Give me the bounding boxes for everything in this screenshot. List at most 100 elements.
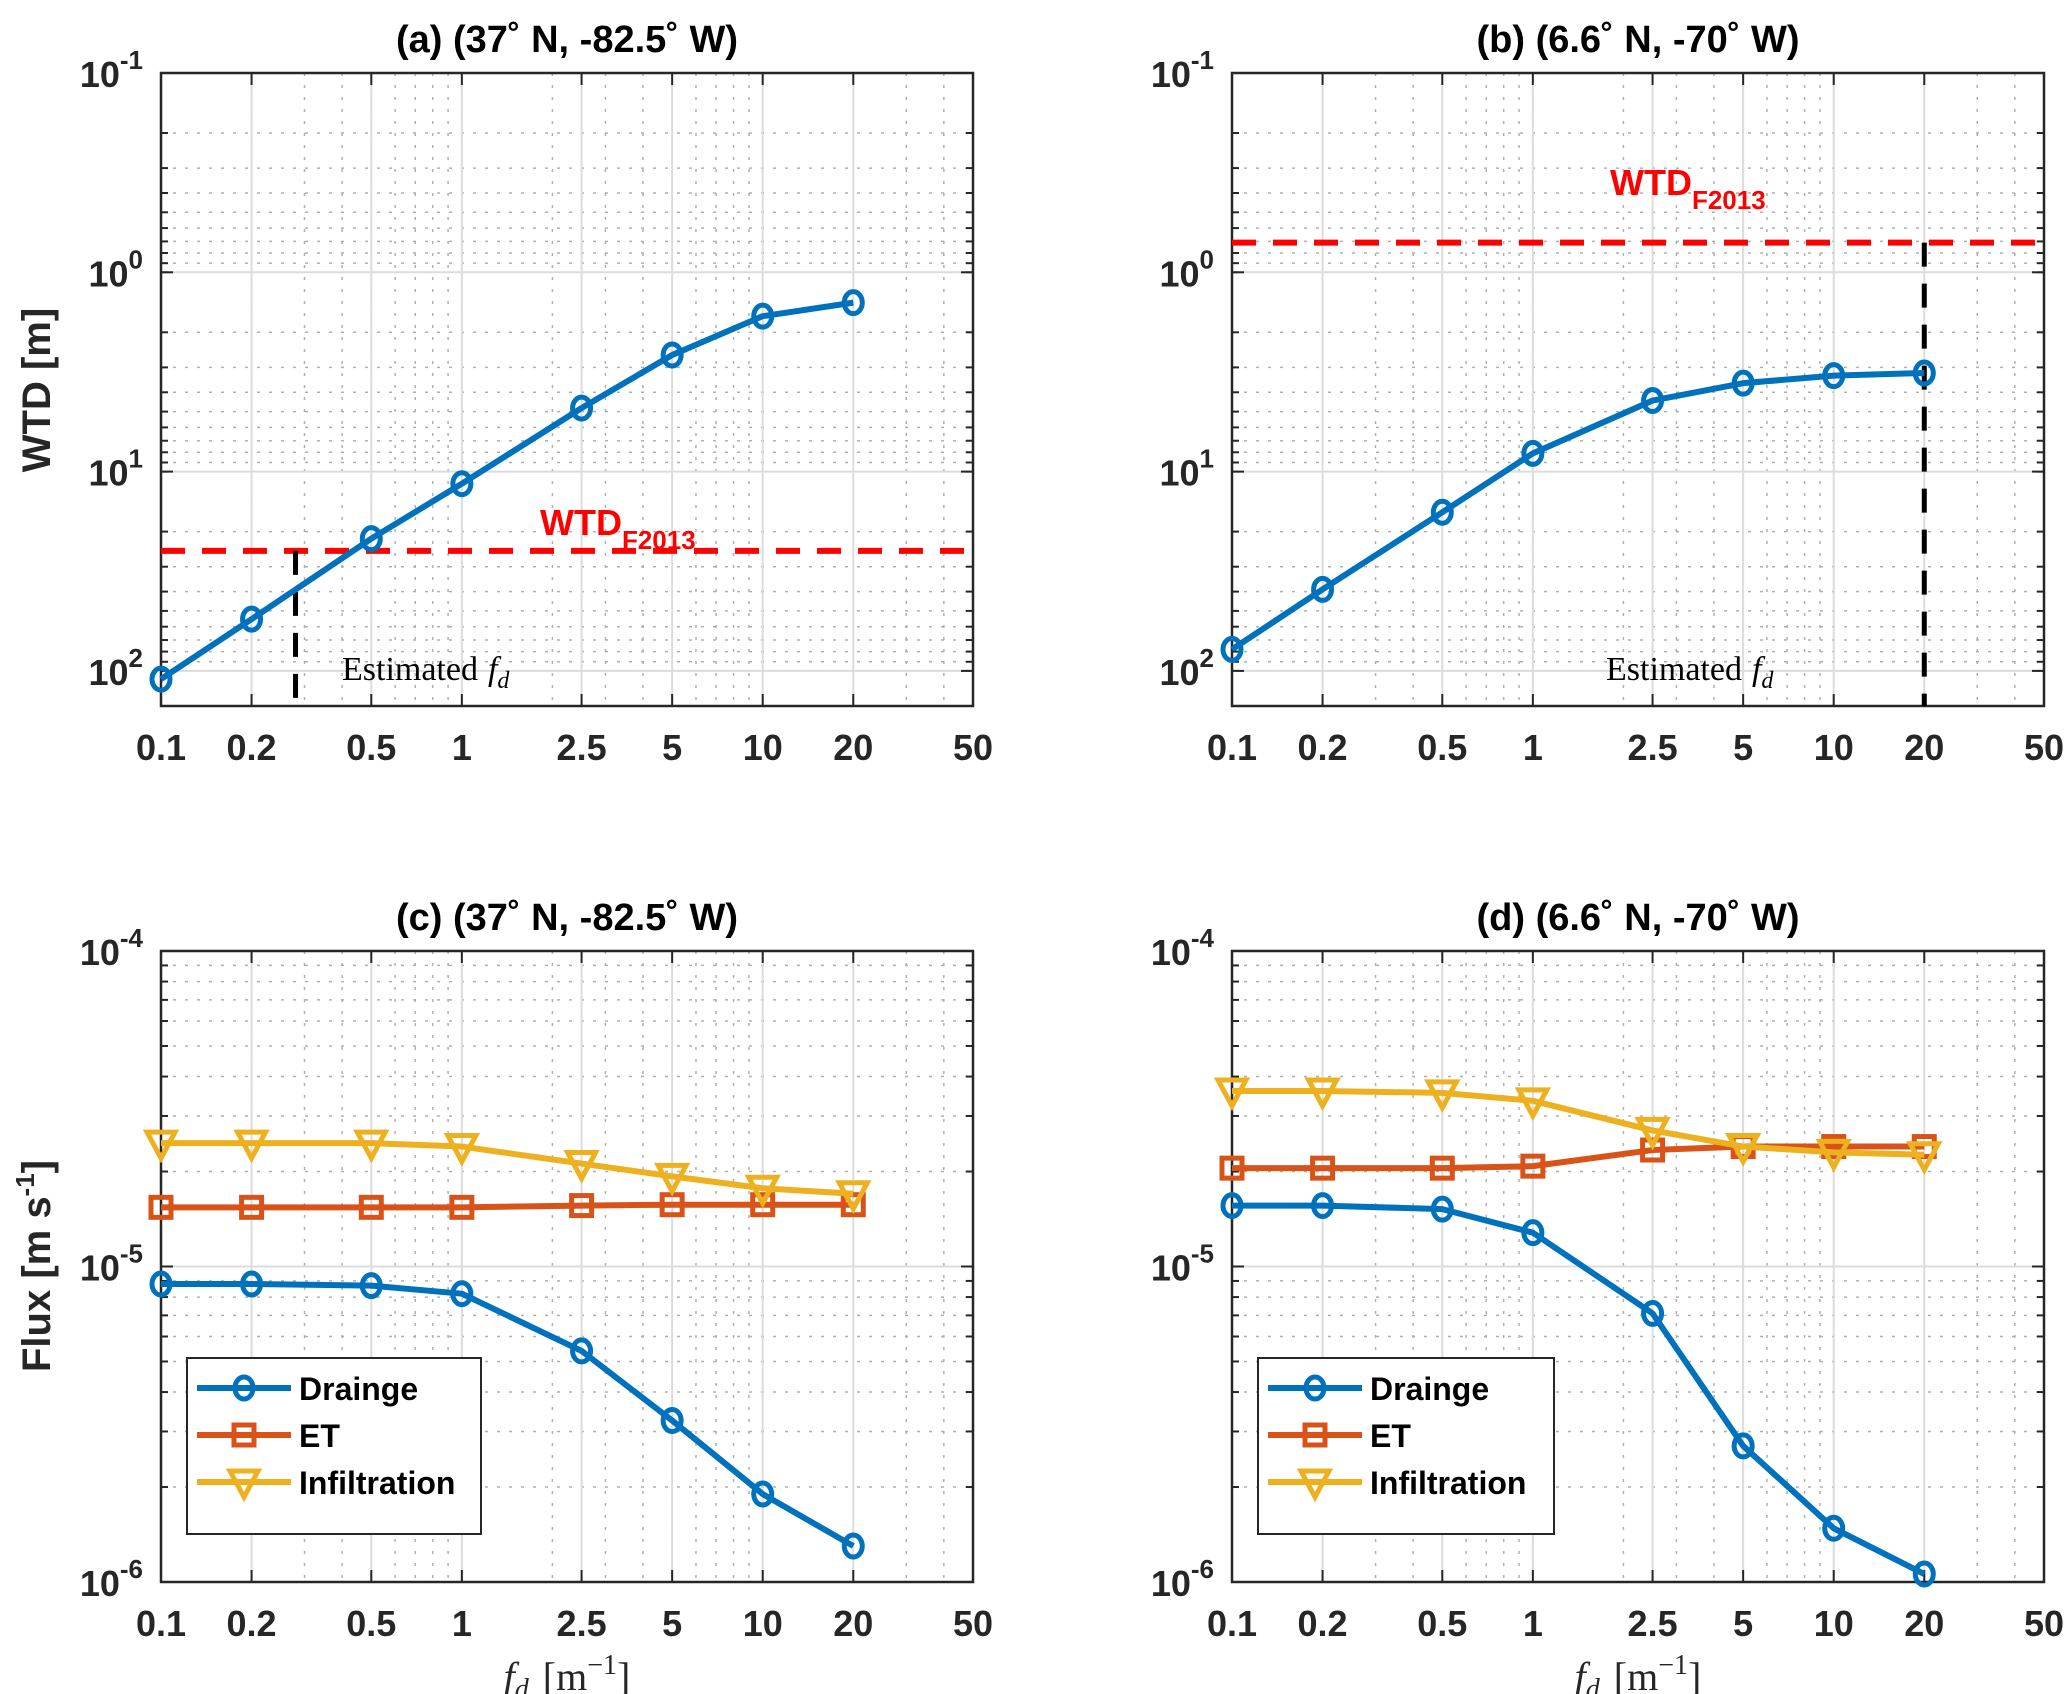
x-tick-label: 50: [2024, 1603, 2064, 1644]
legend-marker: [1303, 1374, 1327, 1402]
x-tick-label: 0.2: [227, 1603, 277, 1644]
y-tick-exponent: 0: [129, 244, 143, 274]
data-point-marker: [359, 525, 383, 553]
data-point-marker: [840, 1192, 866, 1218]
data-point-marker: [1213, 1077, 1251, 1112]
x-tick-label: 20: [1904, 727, 1944, 768]
x-tick-label: 10: [743, 727, 783, 768]
data-point-marker: [1521, 439, 1545, 467]
data-point-marker: [1430, 1195, 1454, 1223]
x-tick-label: 0.5: [1417, 1603, 1467, 1644]
x-tick-label: 0.1: [136, 1603, 186, 1644]
wtd-label-sub: F2013: [1692, 185, 1766, 215]
series-line: [1230, 369, 1925, 652]
x-tick-label: 20: [833, 1603, 873, 1644]
wtd-label-sub: F2013: [622, 525, 696, 555]
legend-label: Drainge: [299, 1371, 418, 1407]
data-point-marker: [1429, 1155, 1455, 1181]
data-point-marker: [1634, 1116, 1671, 1151]
data-point-marker: [1822, 362, 1846, 390]
data-point-marker: [1304, 1077, 1341, 1112]
y-tick-label: 10-1: [80, 45, 143, 95]
panel-c-flux-chart: (c) (37˚ N, -82.5˚ W) Flux [m s-1] 0.1 0.…: [10, 897, 993, 1694]
legend-item-et: ET: [1268, 1418, 1411, 1454]
x-tick-label: 0.1: [136, 727, 186, 768]
data-point-marker: [353, 1129, 390, 1164]
panel-c-y-axis-label: Flux [m s-1]: [10, 1160, 59, 1372]
data-point-marker: [1521, 1219, 1545, 1247]
series-drainge: [1220, 1192, 1936, 1588]
legend-marker: [1302, 1422, 1328, 1448]
data-point-marker: [449, 1194, 475, 1220]
y-tick-label: 10-6: [80, 1554, 143, 1604]
legend-marker: [225, 1468, 263, 1503]
data-point-marker: [240, 605, 264, 633]
data-point-marker: [1822, 1514, 1846, 1542]
data-point-marker: [239, 1194, 265, 1220]
panel-d-flux-chart: (d) (6.6˚ N, -70˚ W) 0.1 0.2 0.5 1 2.5 5 10 20 5…: [1151, 897, 2064, 1694]
data-point-marker: [148, 1194, 174, 1220]
legend-marker: [231, 1422, 257, 1448]
data-point-marker: [1640, 1137, 1666, 1163]
panel-a-grid: [160, 72, 974, 706]
y-tick-exponent: 1: [1200, 444, 1214, 474]
estimated-label-sub: d: [497, 668, 510, 694]
x-tick-label: 0.5: [346, 727, 396, 768]
data-point-marker: [1912, 359, 1936, 387]
data-point-marker: [660, 1407, 684, 1435]
legend-label: ET: [1370, 1418, 1411, 1454]
x-tick-label: 1: [1523, 1603, 1543, 1644]
legend: Drainge ET Infiltration: [1257, 1357, 1555, 1535]
data-point-marker: [660, 341, 684, 369]
data-point-marker: [1906, 1141, 1943, 1176]
data-point-marker: [750, 1192, 776, 1218]
y-tick-base: 10: [88, 253, 128, 294]
x-tick-label: 2.5: [557, 727, 607, 768]
panel-b-axes-frame: [1230, 71, 2046, 708]
x-tick-label: 1: [1523, 727, 1543, 768]
data-point-marker: [744, 1174, 781, 1209]
legend-item-et: ET: [197, 1418, 340, 1454]
panel-b-wtd-chart: (b) (6.6˚ N, -70˚ W) 0.1 0.2 0.5 1 2.5 5 10 20 5…: [1151, 19, 2064, 768]
estimated-fd-label: Estimated fd: [342, 651, 510, 694]
data-point-marker: [1912, 1560, 1936, 1588]
y-tick-base: 10: [1151, 1563, 1191, 1604]
y-tick-base: 10: [88, 652, 128, 693]
data-point-marker: [358, 1194, 384, 1220]
data-point-marker: [1641, 387, 1665, 415]
series-line: [159, 299, 854, 682]
x-tick-label: 0.1: [1207, 727, 1257, 768]
data-point-marker: [570, 1337, 594, 1365]
legend-item-infiltration: Infiltration: [197, 1465, 455, 1503]
panel-d-axes-frame: [1230, 949, 2046, 1584]
panel-a-axes-frame: [159, 71, 975, 708]
data-point-marker: [1430, 498, 1454, 526]
y-tick-exponent: -5: [120, 1239, 143, 1269]
x-label-sub: d: [1586, 1674, 1601, 1694]
data-point-marker: [1219, 1155, 1245, 1181]
x-tick-label: 50: [953, 1603, 993, 1644]
series-line: [161, 1140, 854, 1197]
y-tick-exponent: -1: [1191, 45, 1214, 75]
legend-item-infiltration: Infiltration: [1268, 1465, 1526, 1503]
data-point-marker: [233, 1129, 270, 1164]
data-point-marker: [450, 1280, 474, 1308]
legend-label: Infiltration: [1370, 1465, 1526, 1501]
y-tick-label: 10-4: [1151, 923, 1215, 973]
data-point-marker: [1731, 369, 1755, 397]
y-tick-base: 10: [80, 932, 120, 973]
data-point-marker: [841, 289, 865, 317]
data-point-marker: [240, 1270, 264, 1298]
y-tick-label: 10-1: [1151, 45, 1214, 95]
wtd-label-main: WTD: [1610, 162, 1692, 203]
x-label-unit-sup: −1: [587, 1650, 617, 1681]
y-tick-label: 10-4: [80, 923, 144, 973]
x-tick-label: 1: [452, 1603, 472, 1644]
panel-c-y-label-sup: -1: [10, 1173, 40, 1196]
data-point-marker: [1731, 1432, 1755, 1460]
x-tick-label: 50: [953, 727, 993, 768]
estimated-fd-label: Estimated fd: [1606, 651, 1774, 694]
panel-c-axes-frame: [159, 949, 975, 1584]
panel-c-y-label-main: Flux [m s: [15, 1196, 59, 1372]
x-tick-label: 5: [662, 1603, 682, 1644]
